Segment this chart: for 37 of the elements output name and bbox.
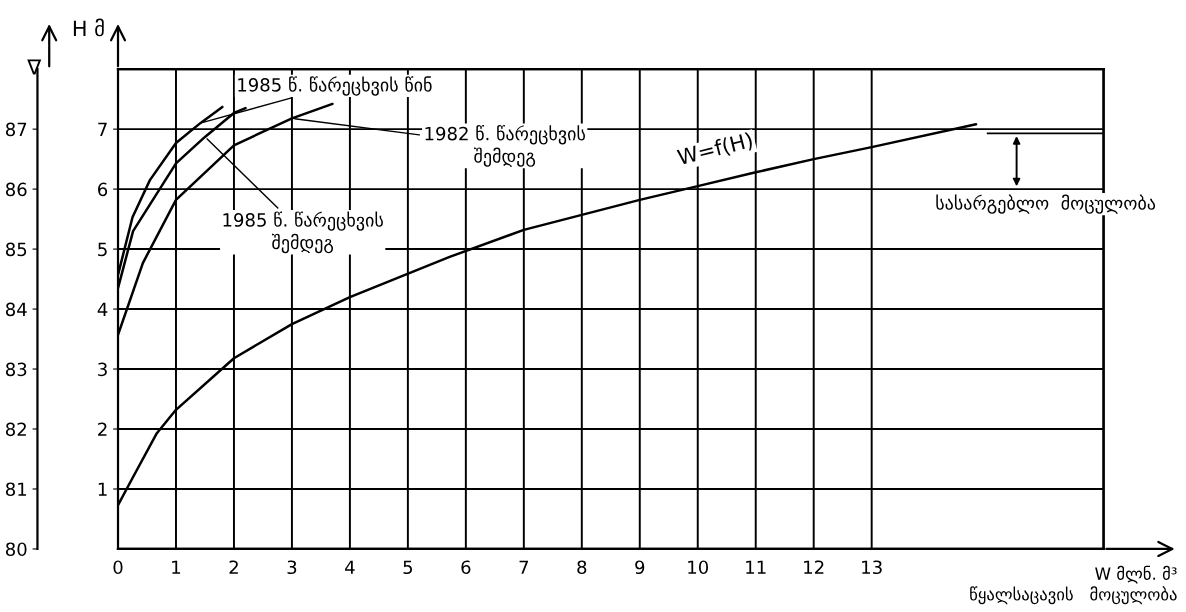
text: 1982 წ. წარეცხვის შემდეგ — [425, 125, 585, 167]
x-tick-label: 7 — [519, 560, 529, 574]
y-tick-label: 81 — [5, 482, 27, 497]
x-tick-label: 8 — [577, 560, 587, 575]
x-tick-label: 11 — [746, 560, 766, 574]
y2-axis-title: H მ — [73, 18, 104, 37]
y-tick-label: 82 — [5, 422, 26, 437]
y2-tick-label: 7 — [98, 122, 107, 136]
y2-tick-label: 1 — [98, 482, 107, 496]
x-tick-label: 12 — [804, 560, 824, 574]
y2-tick-label: 5 — [98, 242, 107, 257]
y-tick-label: 84 — [5, 302, 27, 317]
y2-tick-label: 2 — [98, 422, 107, 436]
x-tick-label: 10 — [688, 560, 709, 575]
x-axis-title: W მლნ. მ³ წყალსაცავის მოცულობა — [970, 565, 1177, 605]
y-tick-label: 80 — [5, 542, 27, 557]
x-tick-label: 1 — [172, 560, 181, 574]
x-tick-label: 3 — [287, 560, 297, 575]
y-axis-title: ∇ — [27, 59, 42, 75]
x-tick-label: 2 — [229, 560, 238, 574]
series-label: 1985 წ. წარეცხვის წინ — [238, 76, 432, 96]
x-tick-label: 9 — [635, 560, 645, 575]
y-tick-label: 83 — [5, 362, 27, 377]
y2-tick-label: 6 — [98, 182, 108, 197]
y2-tick-label: 4 — [97, 302, 108, 316]
annotation: სასარგებლო მოცულობა — [936, 194, 1156, 214]
text: 1985 წ. წარეცხვის შემდეგ — [223, 211, 383, 254]
y-tick-label: 87 — [5, 122, 27, 137]
text: W=f(H) — [676, 131, 754, 168]
x-tick-label: 13 — [862, 560, 882, 575]
x-tick-label: 0 — [113, 560, 123, 575]
y-tick-label: 86 — [5, 182, 27, 197]
x-tick-label: 6 — [461, 560, 471, 575]
x-tick-label: 5 — [403, 560, 413, 575]
y2-tick-label: 3 — [98, 362, 107, 377]
x-tick-label: 4 — [345, 560, 355, 574]
y-tick-label: 85 — [5, 242, 27, 257]
